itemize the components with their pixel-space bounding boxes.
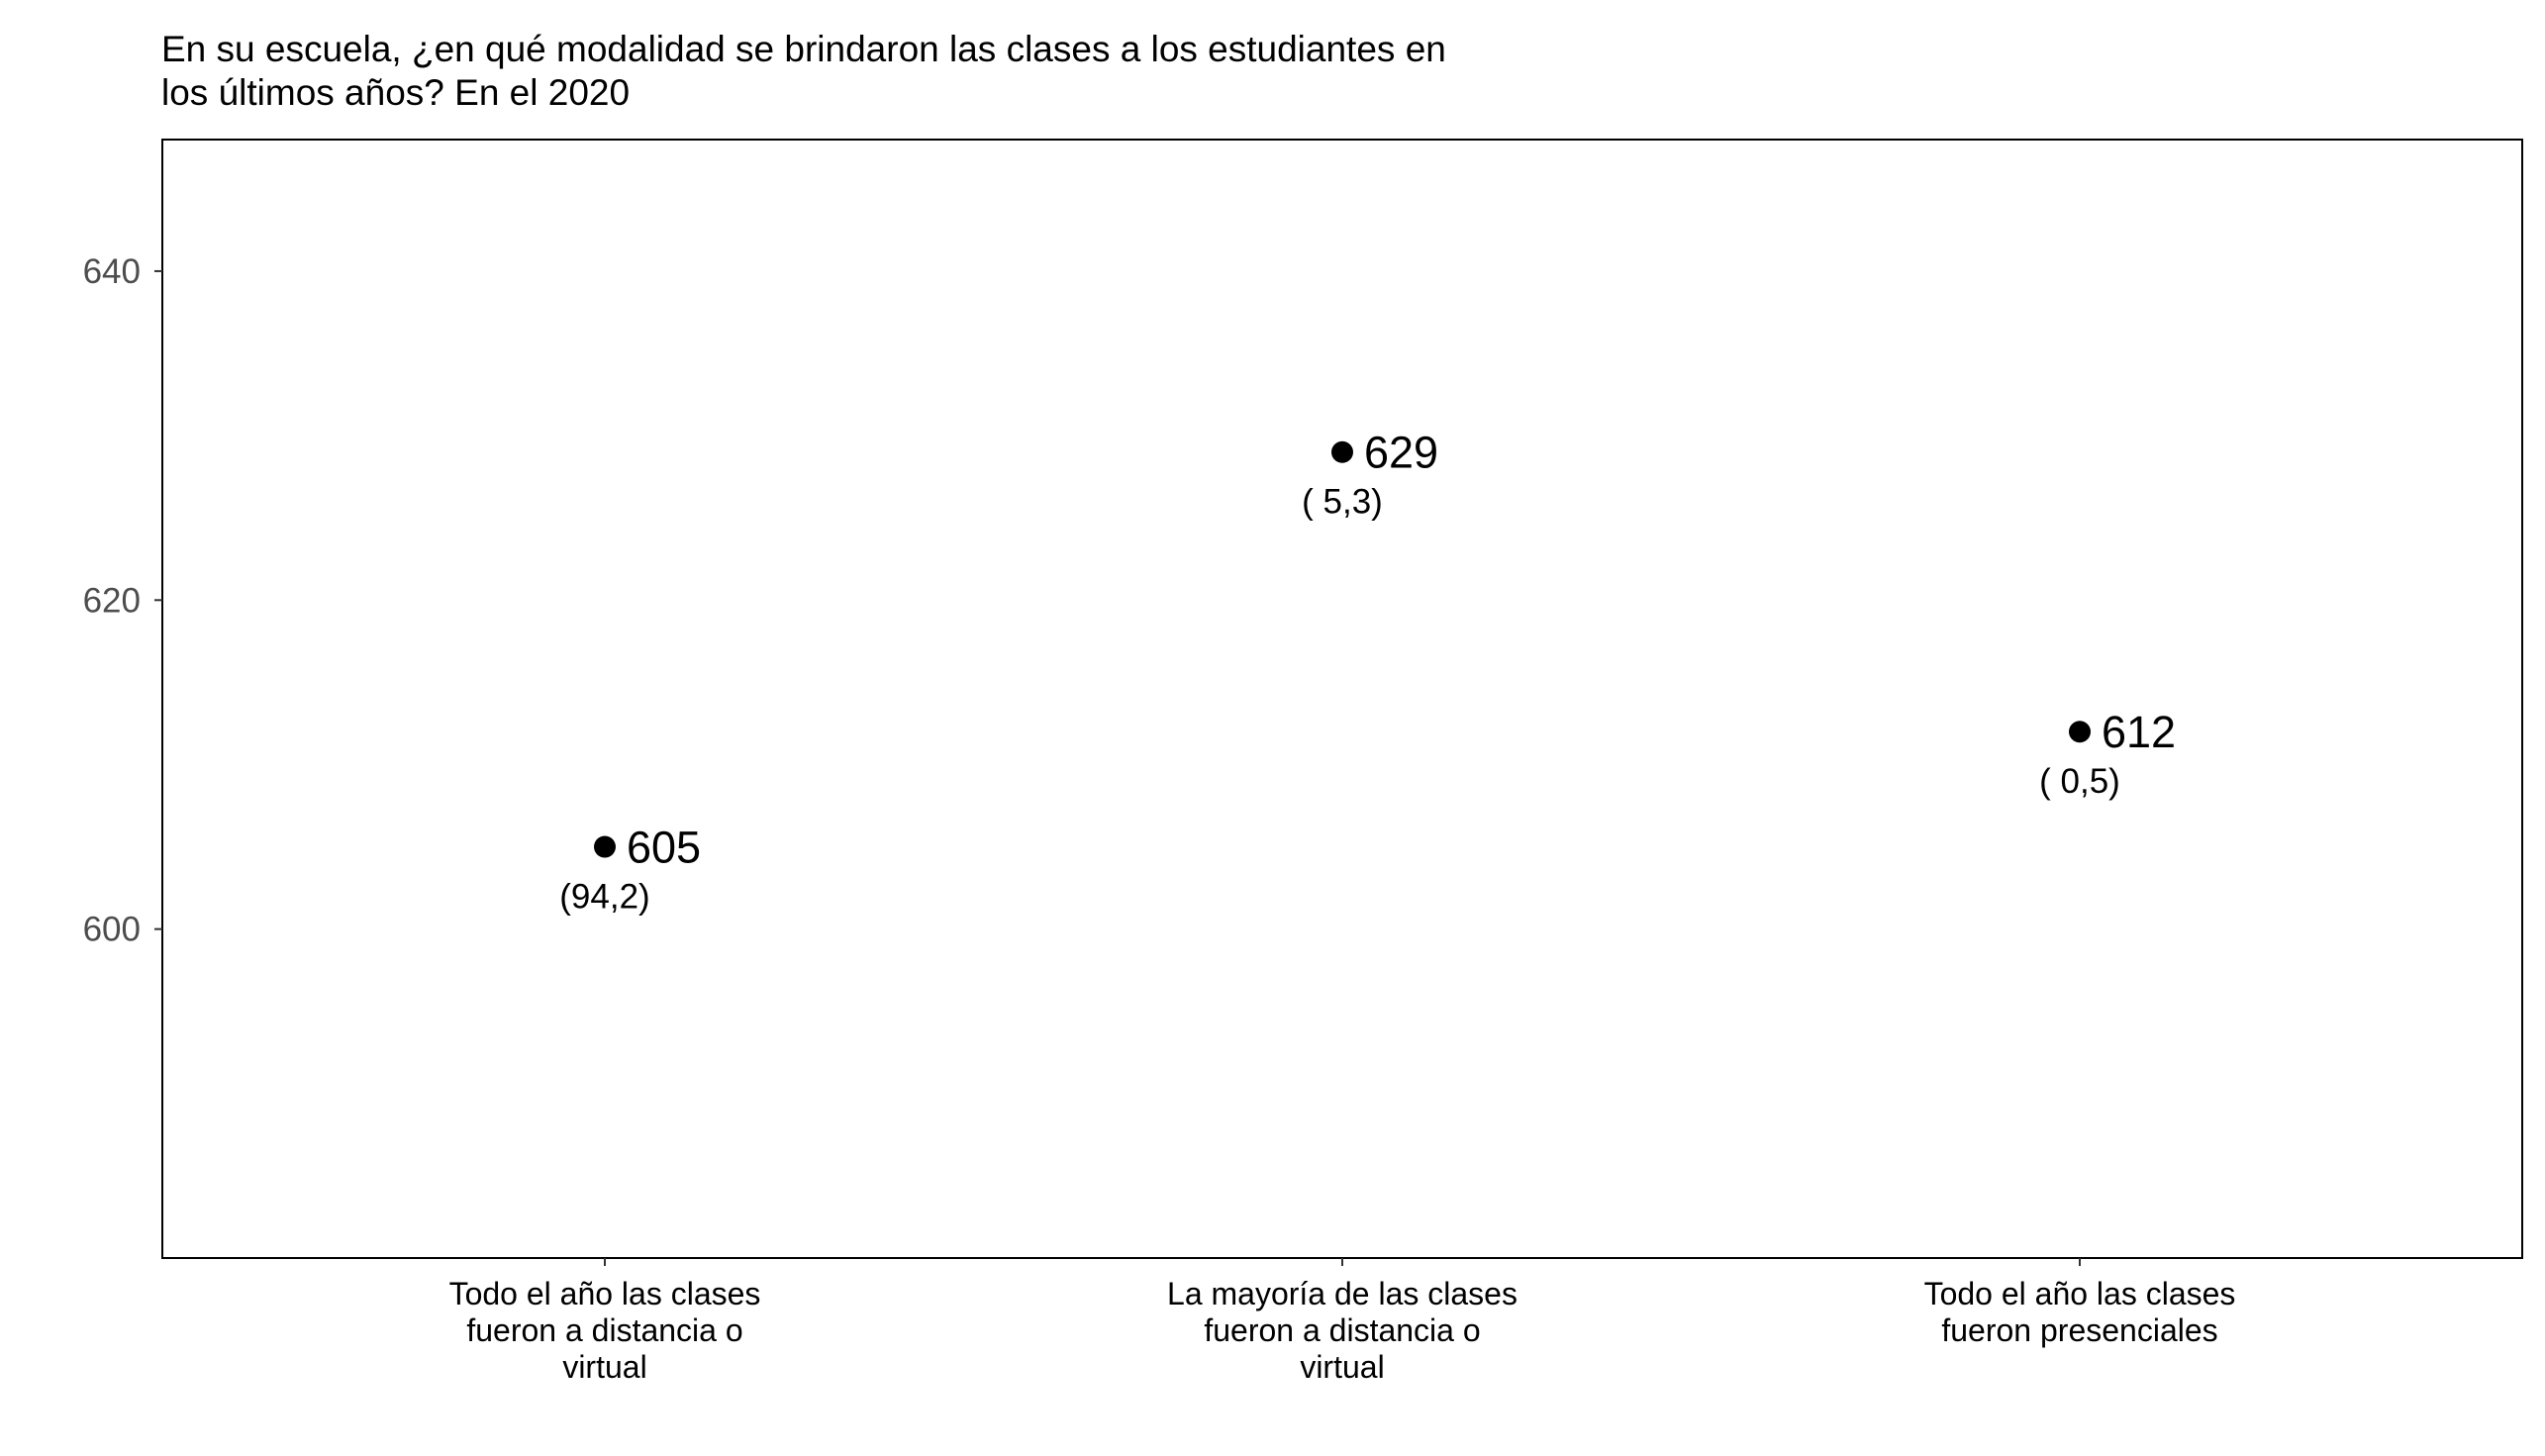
y-tick-label: 600 [83, 911, 141, 949]
x-tick-label: Todo el año las clases fueron a distancia… [449, 1276, 761, 1385]
x-axis: Todo el año las clases fueron a distancia… [449, 1258, 2236, 1385]
data-point [1331, 440, 1353, 463]
sub-label: ( 0,5) [2039, 762, 2120, 801]
sub-label: ( 5,3) [1302, 483, 1383, 522]
x-tick-label: La mayoría de las clases fueron a distanc… [1167, 1276, 1517, 1385]
y-tick-label: 620 [83, 581, 141, 620]
data-point [2069, 721, 2091, 743]
value-labels: 605 629 612 [627, 428, 2176, 873]
value-label: 629 [1364, 428, 1438, 478]
chart-title-line-2: los últimos años? En el 2020 [161, 72, 631, 113]
sub-label: (94,2) [559, 878, 649, 917]
data-point [594, 835, 616, 858]
chart-title-line-1: En su escuela, ¿en qué modalidad se brin… [161, 29, 1446, 69]
plot-frame [161, 139, 2523, 1259]
y-tick-label: 640 [83, 252, 141, 291]
x-tick-label: Todo el año las clases fueron presenciale… [1924, 1276, 2236, 1348]
value-label: 605 [627, 823, 701, 873]
chart-title: En su escuela, ¿en qué modalidad se brin… [161, 28, 1745, 115]
y-axis: 600 620 640 [83, 252, 162, 949]
value-label: 612 [2102, 707, 2176, 757]
data-points [594, 440, 2091, 858]
sub-labels: (94,2) ( 5,3) ( 0,5) [559, 483, 2120, 917]
